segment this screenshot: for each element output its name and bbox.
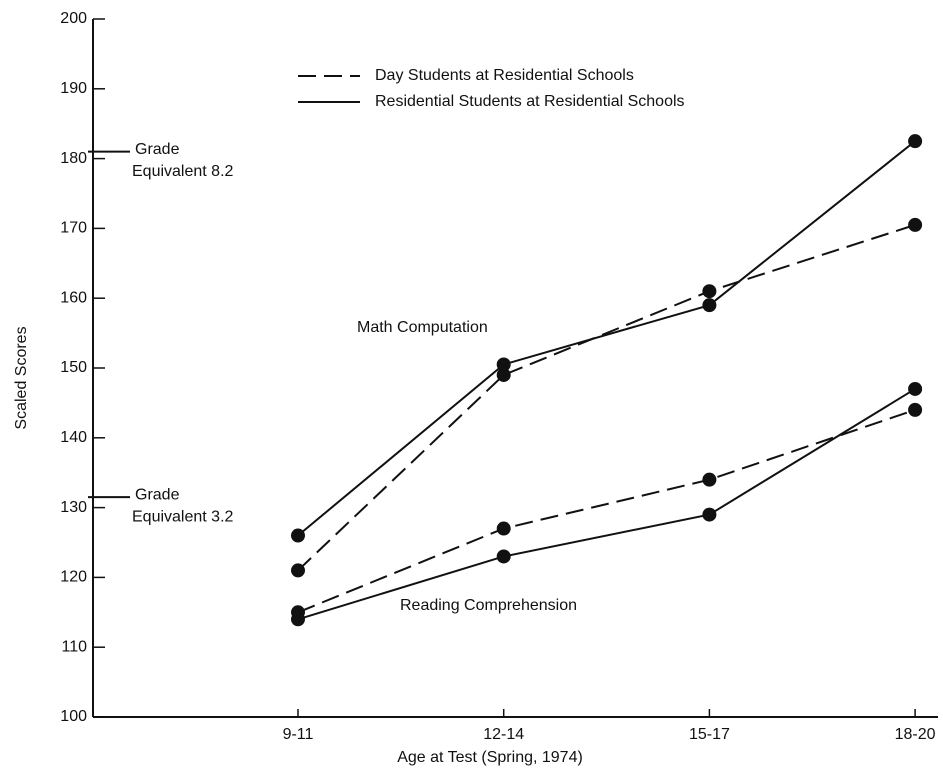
annotation: Reading Comprehension bbox=[400, 597, 577, 614]
reference-label: Equivalent 3.2 bbox=[132, 508, 234, 525]
data-point bbox=[908, 381, 923, 396]
data-point bbox=[908, 217, 923, 232]
y-axis-label: Scaled Scores bbox=[13, 326, 30, 429]
y-tick-label: 130 bbox=[60, 499, 87, 516]
reference-label: Grade bbox=[135, 141, 180, 158]
data-point bbox=[702, 298, 717, 313]
x-tick-label: 18-20 bbox=[895, 726, 936, 743]
data-point bbox=[908, 402, 923, 417]
x-tick-label: 12-14 bbox=[483, 726, 524, 743]
data-point bbox=[702, 507, 717, 522]
data-point bbox=[496, 357, 511, 372]
y-tick-label: 200 bbox=[60, 10, 87, 27]
reference-label: Equivalent 8.2 bbox=[132, 163, 234, 180]
y-tick-label: 100 bbox=[60, 708, 87, 725]
y-tick-label: 140 bbox=[60, 429, 87, 446]
y-tick-label: 110 bbox=[61, 638, 87, 655]
data-point bbox=[496, 367, 511, 382]
y-tick-label: 120 bbox=[60, 569, 87, 586]
y-tick-label: 170 bbox=[60, 220, 87, 237]
data-point bbox=[702, 284, 717, 299]
y-tick-label: 180 bbox=[60, 150, 87, 167]
x-axis-label: Age at Test (Spring, 1974) bbox=[397, 749, 583, 766]
data-point bbox=[496, 549, 511, 564]
annotation: Math Computation bbox=[357, 319, 488, 336]
data-point bbox=[702, 472, 717, 487]
data-point bbox=[496, 521, 511, 536]
y-tick-label: 150 bbox=[60, 359, 87, 376]
x-tick-label: 15-17 bbox=[689, 726, 730, 743]
y-tick-label: 160 bbox=[60, 289, 87, 306]
series-line bbox=[297, 388, 916, 621]
data-point bbox=[291, 528, 305, 543]
data-point bbox=[291, 563, 305, 578]
legend-label: Residential Students at Residential Scho… bbox=[375, 93, 685, 110]
y-tick-label: 190 bbox=[60, 80, 87, 97]
series-line bbox=[297, 408, 916, 614]
x-tick-label: 9-11 bbox=[283, 726, 314, 743]
data-point bbox=[291, 612, 305, 627]
series-line bbox=[297, 223, 916, 572]
legend-label: Day Students at Residential Schools bbox=[375, 67, 634, 84]
series-line bbox=[297, 140, 916, 537]
data-point bbox=[908, 134, 923, 149]
reference-label: Grade bbox=[135, 486, 180, 503]
